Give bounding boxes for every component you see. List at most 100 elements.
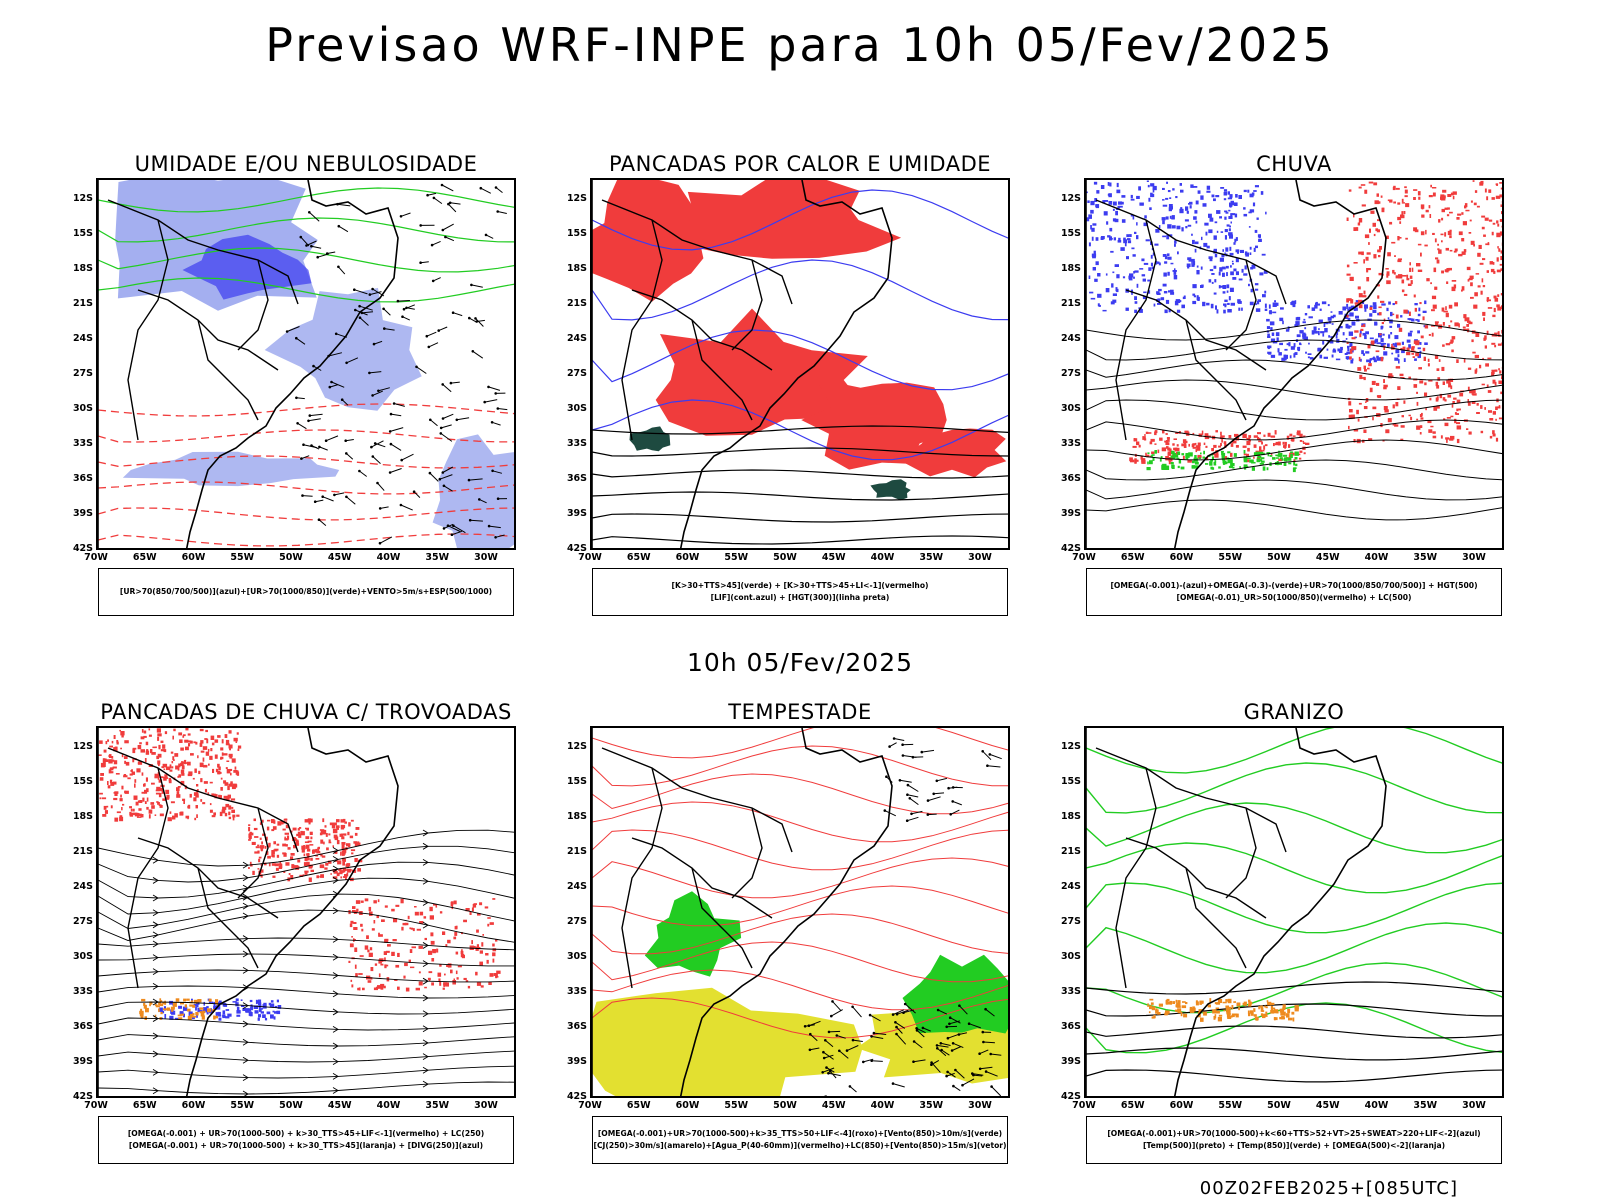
wind-vector-head	[345, 452, 348, 455]
thunder-area-red	[193, 797, 197, 802]
thunder-area-red	[477, 913, 481, 916]
thunder-area-orange	[171, 1008, 174, 1012]
thunder-area-red	[336, 840, 340, 845]
red-dashed-contour	[98, 455, 514, 469]
thunder-area-red	[199, 742, 203, 747]
thunder-area-red	[185, 815, 190, 819]
rain-red	[1446, 380, 1451, 384]
thunder-area-red	[110, 771, 114, 774]
rain-red	[1435, 322, 1439, 327]
rain-red	[1420, 417, 1424, 420]
thunder-area-red	[181, 765, 185, 770]
rain-omega-blue	[1419, 342, 1422, 345]
rain-red	[1351, 337, 1356, 340]
thunder-area-red	[394, 979, 398, 981]
rain-omega-blue	[1216, 230, 1219, 233]
wind-vector-head	[389, 442, 393, 446]
rain-red	[1383, 346, 1385, 350]
thunder-area-red	[341, 833, 346, 835]
rain-red	[1487, 307, 1493, 309]
thunder-area-red	[152, 746, 155, 749]
wind-vector-head	[334, 332, 338, 336]
rain-red	[1426, 278, 1430, 282]
rain-red	[1450, 415, 1454, 418]
rain-red	[1259, 446, 1262, 451]
thunder-area-red	[164, 777, 167, 780]
thunder-area-red	[317, 847, 320, 852]
rain-red	[1172, 443, 1175, 446]
rain-red	[1440, 197, 1446, 201]
rain-omega-blue	[1090, 209, 1094, 214]
wind-vector-head	[308, 414, 312, 417]
rain-omega-blue	[1353, 307, 1356, 311]
wind-vector-head	[822, 1056, 826, 1060]
divergence-blue	[236, 1006, 240, 1011]
thunder-area-red	[197, 755, 199, 759]
rain-red	[1234, 433, 1239, 437]
thunder-area-red	[165, 789, 170, 794]
divergence-blue	[197, 1007, 201, 1013]
lc250-streamline-arrow	[332, 876, 339, 884]
lc250-streamline-arrow	[332, 907, 339, 915]
rain-omega-blue	[1119, 205, 1123, 208]
lc250-streamline-arrow	[152, 921, 159, 929]
lon-tick-label: 30W	[474, 1100, 498, 1111]
wind-vector-head	[340, 398, 344, 401]
rain-omega-blue	[1145, 239, 1150, 242]
rain-red	[1261, 441, 1263, 445]
lc250-streamline-arrow	[152, 1069, 159, 1076]
divergence-blue	[249, 1012, 253, 1017]
rain-omega-blue	[1136, 235, 1139, 240]
rain-omega-blue	[1195, 220, 1198, 224]
thunder-area-red	[457, 965, 462, 968]
wind-vector-head	[845, 1049, 849, 1052]
rain-omega-blue	[1313, 330, 1317, 333]
thunder-area-red	[129, 806, 132, 809]
lat-tick-label: 36S	[566, 1021, 587, 1032]
wind-vector-head	[490, 421, 494, 424]
rain-omega-blue	[1209, 269, 1214, 272]
rain-red	[1421, 214, 1425, 218]
thunder-area-red	[195, 805, 198, 809]
thunder-area-red	[428, 971, 433, 974]
omega-orange	[1291, 1011, 1295, 1015]
lc250-streamline-arrow	[422, 859, 429, 866]
lc250-streamline-arrow	[422, 994, 429, 1002]
lat-tick-label: 24S	[566, 333, 587, 344]
divergence-blue	[206, 1011, 209, 1015]
rain-red	[1449, 211, 1453, 214]
thunder-area-red	[140, 736, 145, 740]
rain-omega-blue	[1414, 358, 1417, 361]
wind-vector	[907, 816, 919, 822]
rain-red	[1351, 346, 1354, 351]
rain-omega-blue	[1333, 314, 1336, 318]
rain-omega-blue	[1388, 334, 1391, 339]
divergence-blue	[209, 1010, 214, 1013]
thunder-area-red	[172, 815, 176, 820]
divergence-blue	[235, 998, 239, 1002]
rain-omega-blue	[1097, 293, 1102, 298]
wind-vector	[940, 1042, 951, 1046]
rain-omega-blue	[1277, 348, 1280, 353]
thunder-area-red	[290, 856, 294, 860]
wind-vector-head	[988, 753, 992, 756]
rain-red	[1454, 418, 1457, 424]
rain-red	[1412, 356, 1415, 358]
rain-red	[1470, 282, 1473, 287]
rain-red	[1358, 218, 1363, 223]
rain-omega-blue	[1163, 291, 1168, 294]
rain-red	[1275, 441, 1280, 445]
rain-red	[1464, 203, 1468, 208]
lc250-streamline-arrow	[242, 1074, 249, 1081]
thunder-area-red	[203, 781, 208, 784]
rain-green	[1187, 452, 1192, 456]
thunder-area-red	[228, 753, 233, 758]
thunder-area-red	[380, 963, 384, 966]
thunder-area-red	[447, 963, 452, 968]
wind-vector-head	[961, 1083, 964, 1087]
rain-omega-blue	[1373, 304, 1377, 310]
thunder-area-red	[190, 753, 194, 756]
divergence-blue	[225, 1009, 230, 1011]
thunder-area-red	[476, 982, 482, 986]
thunder-area-orange	[159, 1000, 163, 1003]
